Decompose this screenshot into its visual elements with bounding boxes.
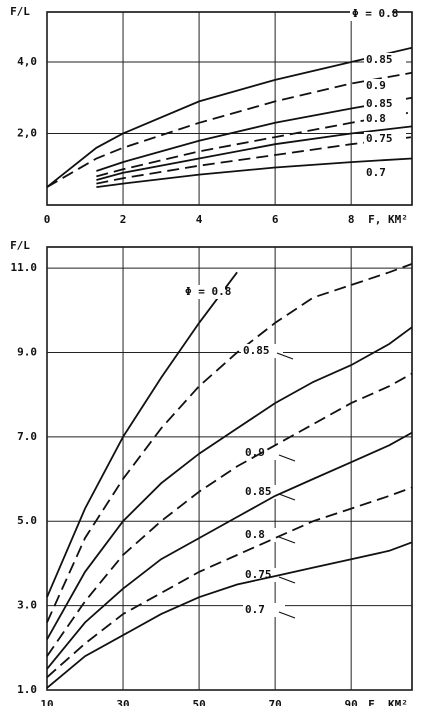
series-label: 0.85 — [366, 53, 393, 66]
x-tick-label: 8 — [348, 213, 355, 226]
series-label: Φ = 0.8 — [352, 7, 398, 20]
series-line — [96, 96, 413, 172]
leader-line — [278, 536, 296, 544]
x-tick-label: 4 — [196, 213, 203, 226]
label-bg — [364, 97, 406, 111]
y-tick-label: 4,0 — [17, 55, 37, 68]
series-label: 0.9 — [245, 446, 265, 459]
leader-line — [278, 454, 296, 462]
label-bg — [364, 79, 406, 93]
series-label: 0.8 — [245, 528, 265, 541]
label-bg — [350, 7, 392, 21]
x-tick-label: 0 — [44, 213, 51, 226]
series-line — [96, 157, 413, 188]
series-line — [46, 372, 413, 657]
label-bg — [183, 285, 225, 299]
label-bg — [364, 166, 406, 180]
leader-line — [278, 576, 296, 584]
y-tick-label: 3.0 — [17, 599, 37, 612]
series-line — [96, 125, 413, 181]
series-label: 0.75 — [366, 132, 393, 145]
series-line — [46, 263, 413, 623]
x-tick-label: 90 — [345, 698, 358, 706]
series-label: 0.85 — [243, 344, 270, 357]
label-bg — [243, 568, 285, 582]
label-bg — [243, 528, 285, 542]
plot-frame — [46, 246, 413, 691]
series-label: 0.85 — [366, 97, 393, 110]
x-tick-label: 2 — [120, 213, 127, 226]
y-tick-label: 11.0 — [11, 261, 38, 274]
label-bg — [364, 53, 406, 67]
label-bg — [243, 603, 285, 617]
series-line — [46, 271, 238, 598]
series-line — [46, 431, 413, 670]
series-line — [46, 486, 413, 678]
y-axis-label: F/L — [10, 239, 30, 252]
y-tick-label: 2,0 — [17, 127, 37, 140]
series-line — [96, 136, 413, 185]
series-line — [46, 541, 413, 689]
x-tick-label: 30 — [116, 698, 129, 706]
x-tick-label: 6 — [272, 213, 279, 226]
series-label: 0.85 — [245, 485, 272, 498]
leader-line — [278, 493, 296, 501]
series-line — [46, 46, 413, 188]
series-label: 0.9 — [366, 79, 386, 92]
x-axis-label: F, KM² — [368, 213, 408, 226]
series-label: Φ = 0.8 — [185, 285, 231, 298]
y-tick-label: 9.0 — [17, 345, 37, 358]
x-tick-label: 70 — [269, 698, 282, 706]
label-bg — [364, 132, 406, 146]
series-line — [96, 111, 413, 178]
series-line — [46, 326, 413, 640]
series-label: 0.7 — [245, 603, 265, 616]
leader-line — [276, 352, 294, 360]
label-bg — [241, 344, 283, 358]
plot-frame — [46, 11, 413, 206]
y-axis-label: F/L — [10, 5, 30, 18]
x-tick-label: 10 — [40, 698, 53, 706]
series-line — [46, 71, 413, 188]
y-tick-label: 1.0 — [17, 683, 37, 696]
label-bg — [364, 112, 406, 126]
leader-line — [278, 611, 296, 619]
x-axis-label: F, KM² — [368, 698, 408, 706]
y-tick-label: 7.0 — [17, 430, 37, 443]
series-label: 0.8 — [366, 112, 386, 125]
y-tick-label: 5.0 — [17, 514, 37, 527]
series-label: 0.7 — [366, 166, 386, 179]
x-tick-label: 50 — [192, 698, 205, 706]
